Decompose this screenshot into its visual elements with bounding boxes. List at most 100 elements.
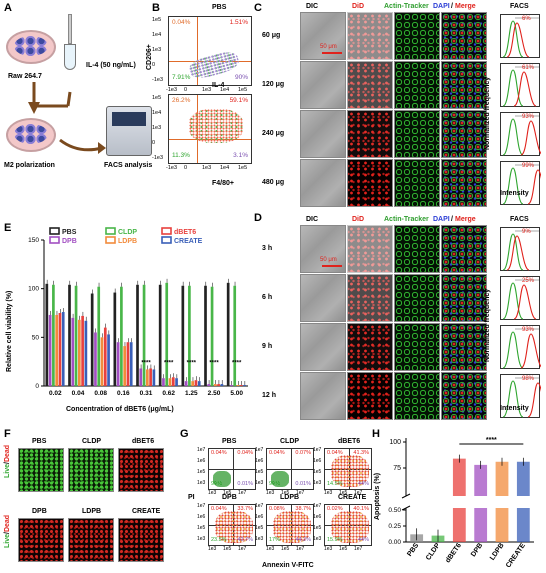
bar	[113, 292, 117, 386]
x-tick-label: -1e3	[166, 165, 178, 171]
y-tick-label: 1e7	[255, 447, 264, 453]
bar	[226, 282, 230, 386]
bar	[171, 377, 175, 386]
bar	[214, 384, 217, 386]
y-tick-label: -1e3	[152, 155, 164, 161]
col-header-facs: FACS	[510, 3, 529, 10]
bar	[48, 314, 52, 386]
merge-image	[441, 61, 487, 109]
panel-h-ylabel: Apoptosis (%)	[374, 472, 381, 520]
row-label: 12 h	[262, 392, 277, 399]
bar	[239, 385, 243, 386]
live-dead-title: DPB	[32, 508, 47, 515]
did-image	[347, 61, 393, 109]
row-label: 6 h	[262, 294, 273, 301]
panel-f-label: F	[4, 428, 11, 440]
y-tick-label: 1e3	[255, 536, 264, 542]
y-tick-label: 100	[389, 439, 401, 446]
bar	[168, 378, 172, 386]
quadrant-value: 44.2%	[295, 536, 311, 543]
x-tick-label: 1e5	[238, 87, 248, 93]
y-tick-label: 1e6	[197, 458, 206, 464]
bar	[61, 312, 65, 386]
quadrant-value: 23.5%	[211, 536, 227, 543]
actin-image	[394, 12, 440, 60]
significance-marker: ****	[141, 361, 151, 367]
y-tick-label: 0.50	[388, 507, 401, 514]
sample-histogram-line	[513, 71, 537, 107]
x-tick-label: PBS	[406, 542, 420, 558]
bar	[194, 380, 198, 386]
quadrant-value: 0.07%	[295, 450, 311, 456]
arrow-icon	[28, 82, 72, 114]
bar	[55, 314, 59, 386]
x-tick-label: 0.31	[140, 390, 153, 397]
quadrant-value: 0.01%	[295, 480, 311, 487]
col-header-sep: /	[451, 216, 453, 223]
cells-icon	[14, 36, 48, 56]
sample-histogram-line	[513, 284, 537, 320]
m2-label: M2 polarization	[4, 162, 55, 169]
x-tick-label: 1e3	[208, 546, 217, 552]
col-header-merge: Merge	[455, 216, 476, 223]
quadrant-line	[267, 469, 313, 470]
cells-icon	[14, 124, 48, 144]
legend-label: DPB	[62, 238, 77, 245]
bar	[94, 332, 97, 386]
legend-label: CLDP	[118, 229, 137, 236]
control-histogram-line	[502, 282, 524, 320]
bar	[68, 284, 71, 386]
dic-image	[300, 61, 346, 109]
sep-label: /	[4, 532, 11, 534]
event-cloud	[187, 48, 241, 82]
x-tick-label: 1e5	[339, 490, 348, 496]
y-tick-label: 75	[393, 465, 401, 472]
x-tick-label: 0	[184, 165, 188, 171]
annexin-plot-title: CLDP	[280, 438, 300, 445]
quadrant-value: 0.04%	[211, 450, 227, 456]
quadrant-value: 0.04%	[172, 19, 191, 26]
quadrant-value: 14.5%	[327, 480, 343, 487]
actin-image	[394, 274, 440, 322]
panel-e-ylabel: Relative cell viability (%)	[6, 290, 13, 372]
bar	[146, 369, 149, 386]
y-tick-label: 1e6	[197, 514, 206, 520]
quadrant-value: 3.1%	[233, 151, 248, 159]
panel-d-label: D	[254, 212, 262, 224]
x-tick-label: 1e7	[354, 490, 363, 496]
quadrant-value: 0.04%	[269, 450, 285, 456]
axis-break	[401, 505, 411, 511]
legend-swatch	[49, 227, 60, 235]
live-dead-image	[118, 448, 164, 492]
significance-marker: ****	[486, 437, 497, 444]
bar	[136, 284, 139, 386]
sample-histogram-line	[506, 235, 530, 271]
live-dead-side-label: Live/Dead	[4, 515, 11, 548]
scale-bar-label: 50 μm	[320, 257, 337, 263]
annexin-plot: 0.04% 0.04% 99% 0.01%	[208, 448, 256, 490]
col-header-did: DiD	[352, 216, 365, 223]
y-tick-label: 1e7	[313, 447, 322, 453]
panel-h-label: H	[372, 428, 380, 440]
y-tick-label: 1e5	[255, 525, 264, 531]
dic-image	[300, 159, 346, 207]
annexin-plot-title: LDPB	[280, 494, 300, 501]
y-tick-label: 1e5	[255, 469, 264, 475]
actin-image	[394, 225, 440, 273]
quadrant-value: 17%	[269, 536, 281, 543]
bar	[149, 368, 152, 386]
x-tick-label: 1e5	[281, 546, 290, 552]
quadrant-line	[209, 469, 255, 470]
x-tick-label: 1e4	[220, 165, 230, 171]
scale-bar	[322, 52, 342, 54]
x-tick-label: LDPB	[489, 542, 506, 562]
control-histogram-line	[502, 20, 524, 58]
live-dead-title: dBET6	[132, 438, 155, 445]
flow-plot: 0.04% 1.51% 7.91% 90%	[168, 16, 252, 86]
bar	[90, 293, 94, 386]
live-label: Live	[4, 533, 11, 548]
facs-screen	[112, 112, 146, 126]
live-label: Live	[4, 463, 11, 478]
did-image	[347, 225, 393, 273]
annexin-plot-title: CREATE	[338, 494, 367, 501]
